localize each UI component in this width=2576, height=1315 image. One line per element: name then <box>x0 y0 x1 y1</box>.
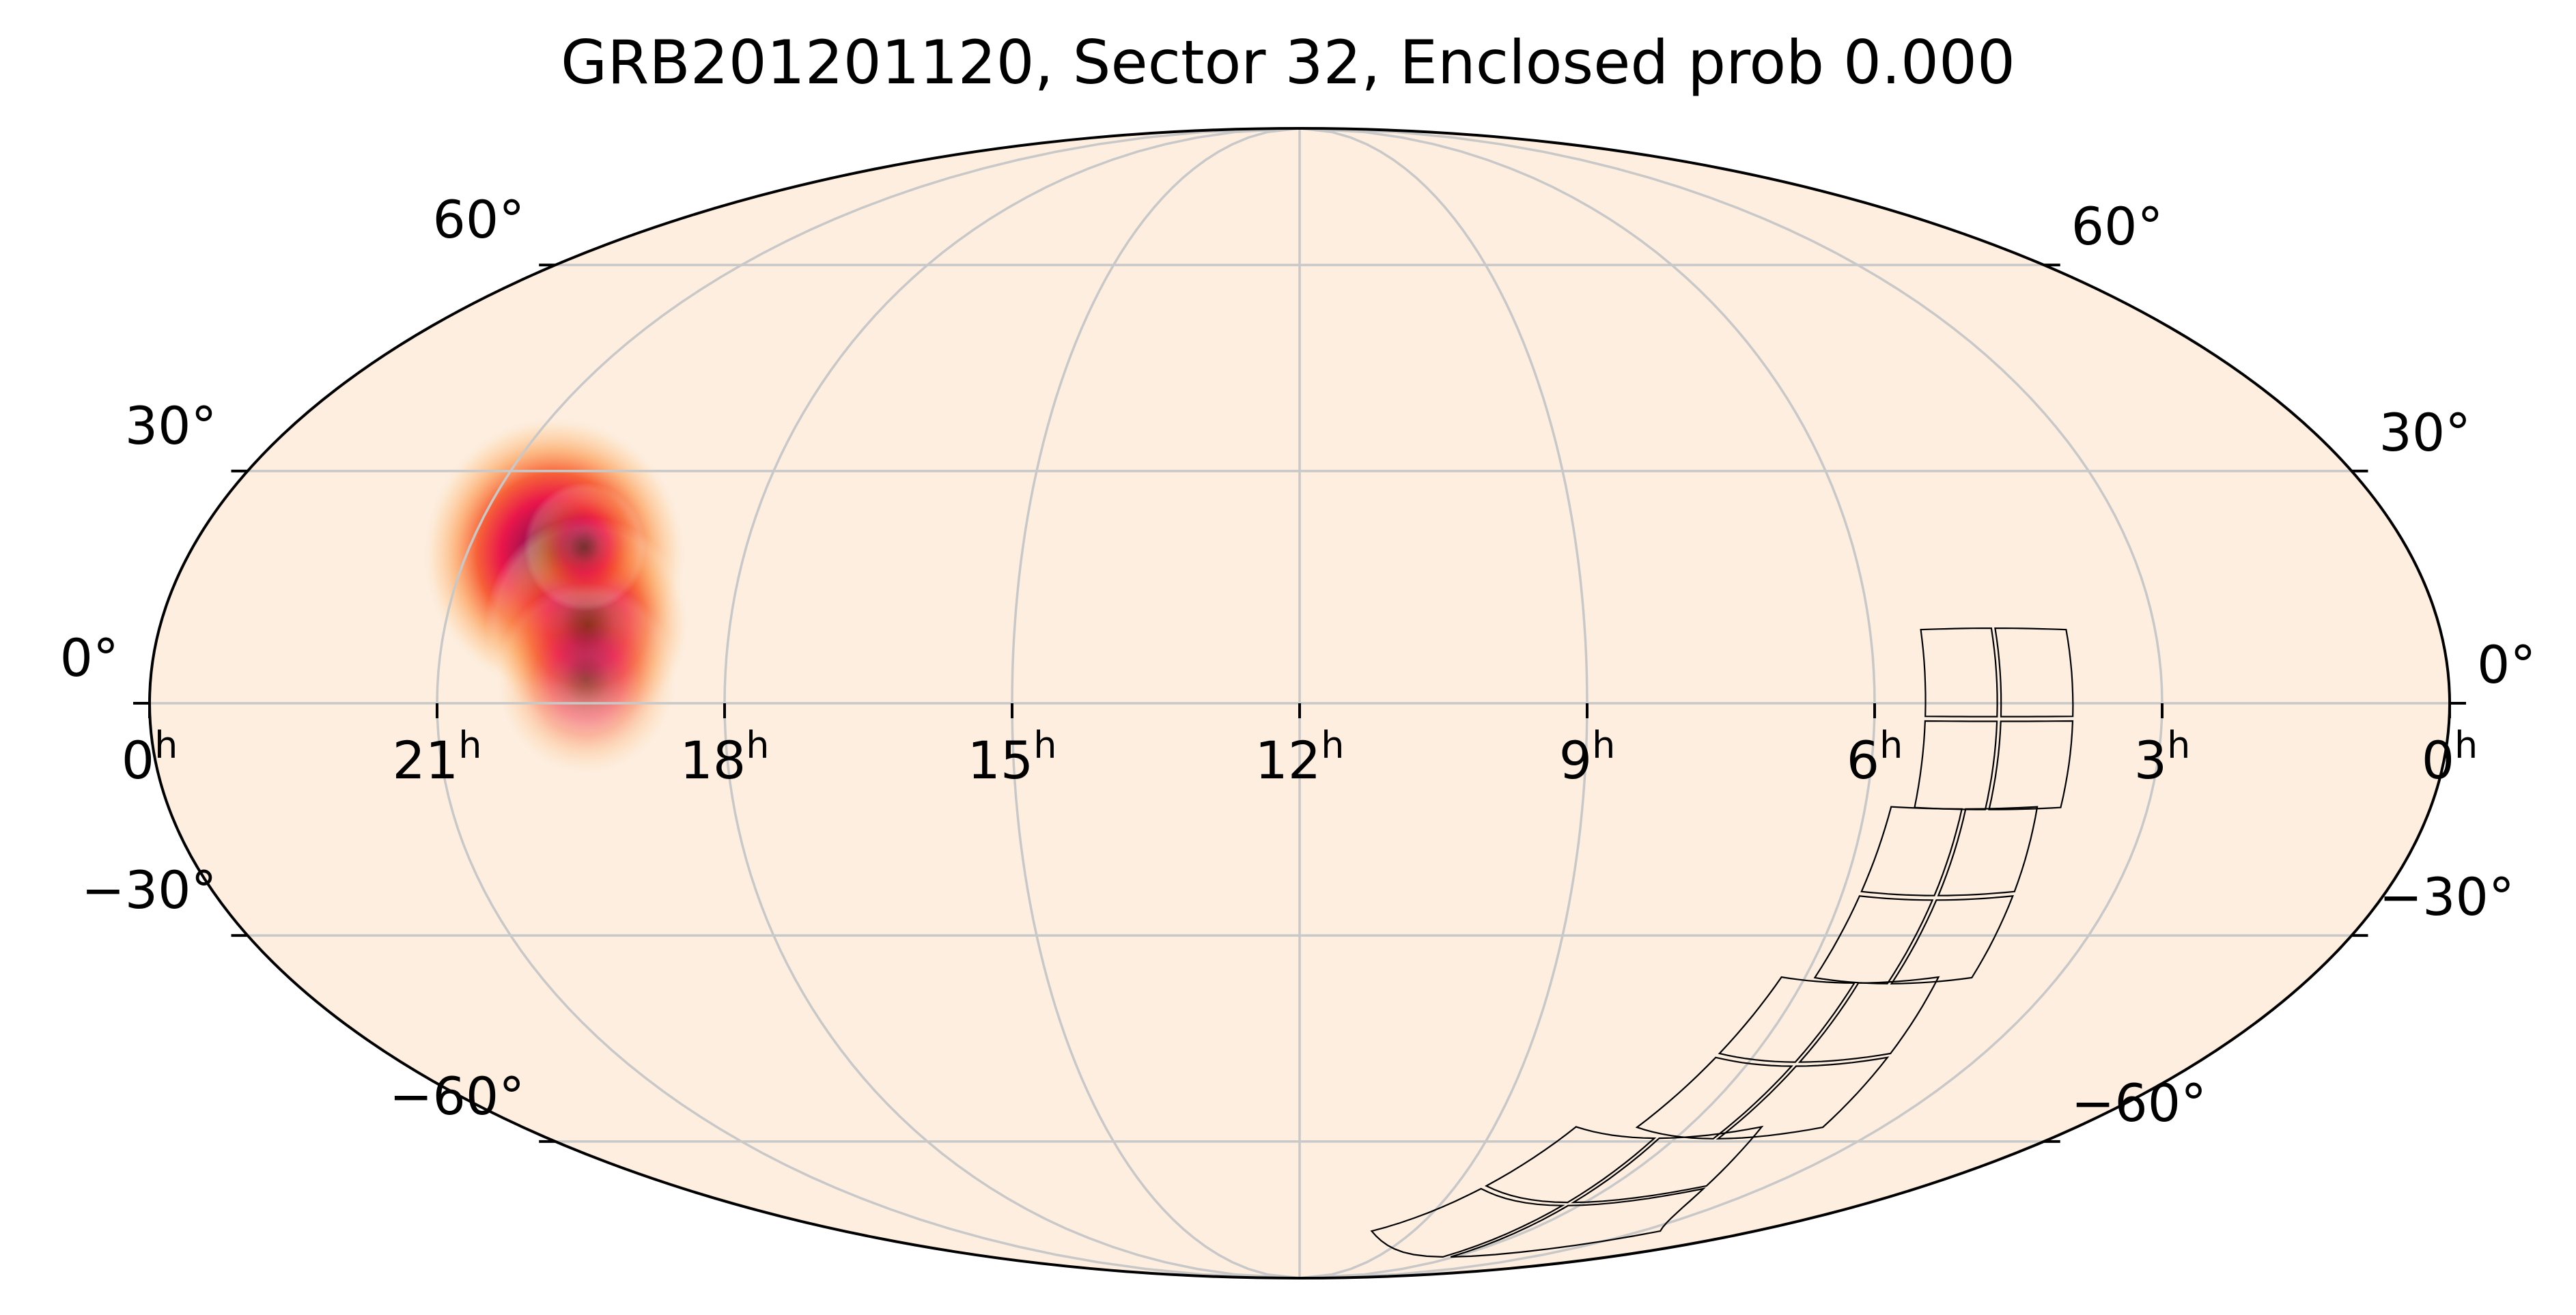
ra-tick-label: 3h <box>2134 724 2191 791</box>
ccd-outline <box>1813 895 1934 985</box>
ra-tick-label: 15h <box>968 724 1057 791</box>
ccd-outline <box>1797 976 1940 1063</box>
ccd-outline <box>1484 1126 1657 1204</box>
dec-tick-label-right: 0° <box>2477 634 2536 695</box>
axis-labels: 0h 21h 18h 15h 12h 9h 6h 3h 0h 60° 60° 30° 30° 0° 0° −3… <box>60 189 2536 1133</box>
dec-tick-label-left: −60° <box>389 1066 524 1127</box>
dec-tick-label-left: 60° <box>433 189 525 250</box>
dec-tick-label-left: 30° <box>125 395 217 456</box>
dec-tick-label-right: 60° <box>2071 196 2164 257</box>
chart-title: GRB201201120, Sector 32, Enclosed prob 0… <box>561 27 2015 98</box>
dec-tick-label-right: 30° <box>2379 402 2471 463</box>
ra-tick-label: 12h <box>1255 724 1345 791</box>
axis-ticks <box>133 264 2466 1143</box>
ra-tick-label: 21h <box>393 724 482 791</box>
probability-blob <box>494 582 679 776</box>
probability-blob <box>523 482 647 612</box>
ccd-outline <box>1635 1056 1793 1140</box>
dec-tick-label-left: 0° <box>60 627 119 688</box>
sector-footprint <box>1370 627 2074 1258</box>
ccd-outline <box>1937 806 2039 896</box>
ccd-outline <box>1450 1187 1707 1258</box>
ccd-outline <box>1890 895 2014 985</box>
ra-tick-label: 9h <box>1559 724 1616 791</box>
dec-tick-label-left: −30° <box>81 860 216 920</box>
ra-tick-label: 0h <box>2422 724 2478 791</box>
dec-tick-label-right: −60° <box>2071 1073 2207 1133</box>
ccd-outline <box>1860 806 1963 896</box>
ccd-outline <box>1716 1056 1890 1140</box>
ra-tick-label: 0h <box>122 724 178 791</box>
ccd-outline <box>1370 1187 1565 1258</box>
ra-tick-label: 6h <box>1847 724 1903 791</box>
dec-tick-label-right: −30° <box>2379 866 2514 927</box>
ccd-outline <box>1571 1125 1764 1204</box>
ra-tick-label: 18h <box>680 724 770 791</box>
ccd-outline <box>1994 627 2074 718</box>
probability-heatmap <box>421 414 690 776</box>
ccd-outline <box>1718 976 1856 1063</box>
ccd-outline <box>1988 720 2074 810</box>
ccd-outline <box>1920 627 1998 718</box>
